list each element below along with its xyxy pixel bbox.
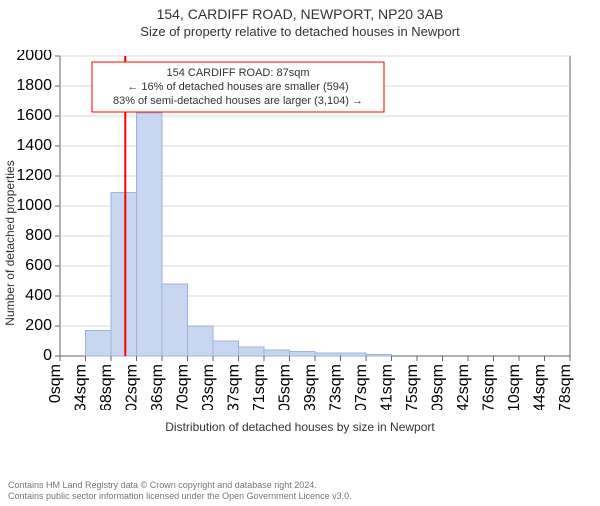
histogram-bar [213,341,239,356]
histogram-bar [315,353,341,356]
histogram-chart: 0 200 400 600 800 1000 1200 1400 1600 1800 2000 0sq… [0,50,590,410]
svg-text:34sqm: 34sqm [73,364,90,410]
histogram-bar [137,113,163,356]
svg-text:475sqm: 475sqm [404,364,421,410]
svg-text:400: 400 [25,287,52,304]
histogram-bar [290,352,316,357]
svg-text:0sqm: 0sqm [47,364,64,403]
svg-text:644sqm: 644sqm [532,364,549,410]
svg-text:136sqm: 136sqm [149,364,166,410]
svg-text:600: 600 [25,257,52,274]
svg-text:102sqm: 102sqm [124,364,141,410]
svg-text:170sqm: 170sqm [175,364,192,410]
svg-text:339sqm: 339sqm [302,364,319,410]
svg-text:1000: 1000 [16,197,52,214]
svg-text:542sqm: 542sqm [455,364,472,410]
svg-text:0: 0 [43,347,52,364]
x-axis-label: Distribution of detached houses by size … [0,420,600,434]
svg-text:800: 800 [25,227,52,244]
svg-text:610sqm: 610sqm [506,364,523,410]
page-title-address: 154, CARDIFF ROAD, NEWPORT, NP20 3AB [0,6,600,22]
histogram-bar [341,353,367,356]
svg-text:305sqm: 305sqm [277,364,294,410]
svg-text:509sqm: 509sqm [430,364,447,410]
annotation-line: 154 CARDIFF ROAD: 87sqm [166,67,309,79]
svg-text:576sqm: 576sqm [481,364,498,410]
svg-text:678sqm: 678sqm [557,364,574,410]
svg-text:441sqm: 441sqm [379,364,396,410]
svg-text:2000: 2000 [16,50,52,64]
svg-text:68sqm: 68sqm [98,364,115,410]
svg-text:200: 200 [25,317,52,334]
histogram-bar [366,355,392,357]
histogram-bar [111,193,137,357]
svg-text:237sqm: 237sqm [226,364,243,410]
histogram-bar [239,347,265,356]
page-title-sub: Size of property relative to detached ho… [0,24,600,39]
svg-text:1600: 1600 [16,107,52,124]
footer-line-2: Contains public sector information licen… [8,491,352,502]
y-axis-label: Number of detached properties [3,143,17,343]
attribution-footer: Contains HM Land Registry data © Crown c… [8,480,352,503]
svg-text:203sqm: 203sqm [200,364,217,410]
annotation-line: ← 16% of detached houses are smaller (59… [127,81,348,93]
annotation-line: 83% of semi-detached houses are larger (… [113,95,363,107]
histogram-bar [188,326,214,356]
svg-text:1400: 1400 [16,137,52,154]
histogram-bar [86,331,112,357]
svg-text:407sqm: 407sqm [353,364,370,410]
footer-line-1: Contains HM Land Registry data © Crown c… [8,480,352,491]
histogram-bar [264,350,290,356]
svg-text:271sqm: 271sqm [251,364,268,410]
svg-text:1800: 1800 [16,77,52,94]
chart-container: Number of detached properties 0 200 400 600… [0,50,600,436]
histogram-bar [162,284,188,356]
svg-text:1200: 1200 [16,167,52,184]
svg-text:373sqm: 373sqm [328,364,345,410]
